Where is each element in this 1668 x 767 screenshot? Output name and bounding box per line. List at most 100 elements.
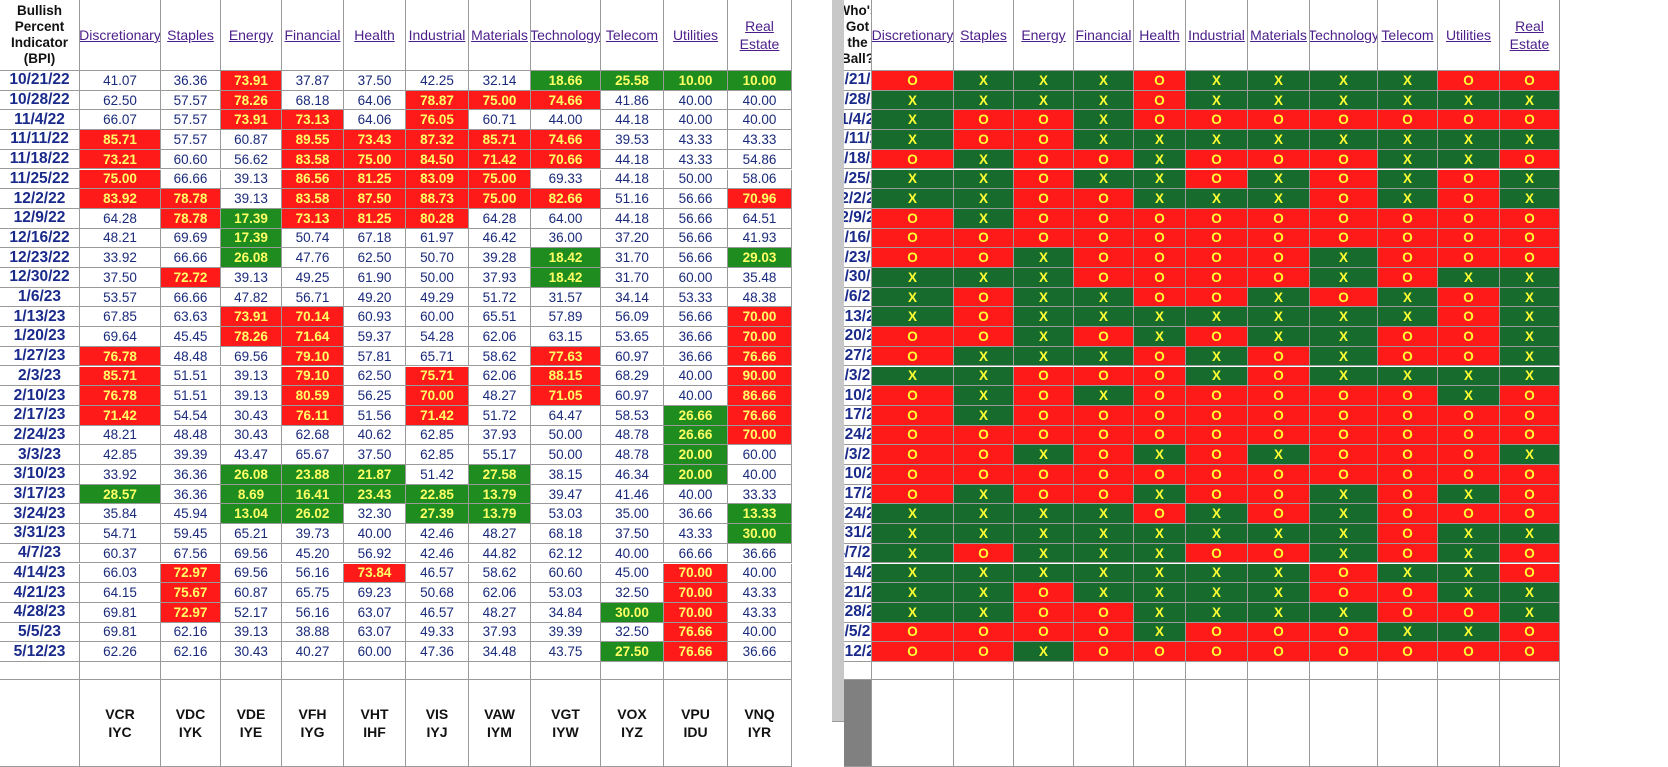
mark-o-cell[interactable]: O bbox=[872, 386, 954, 406]
bpi-value-cell[interactable]: 44.18 bbox=[601, 110, 664, 131]
row-date[interactable]: 5/12/23 bbox=[844, 642, 872, 662]
mark-o-cell[interactable]: O bbox=[1310, 386, 1378, 406]
bpi-value-cell[interactable]: 62.06 bbox=[469, 583, 531, 603]
bpi-value-cell[interactable]: 64.28 bbox=[469, 208, 531, 229]
bpi-value-cell[interactable]: 60.93 bbox=[344, 307, 406, 328]
mark-x-cell[interactable]: X bbox=[1014, 346, 1074, 367]
bpi-value-cell[interactable]: 63.15 bbox=[531, 327, 601, 347]
mark-o-cell[interactable]: O bbox=[1378, 484, 1438, 505]
bpi-value-cell[interactable]: 18.42 bbox=[531, 248, 601, 268]
bpi-value-cell[interactable]: 69.81 bbox=[80, 602, 161, 623]
bpi-value-cell[interactable]: 89.55 bbox=[282, 130, 344, 150]
bpi-value-cell[interactable]: 42.46 bbox=[406, 543, 469, 564]
mark-x-cell[interactable]: X bbox=[1500, 169, 1560, 190]
bpi-value-cell[interactable]: 39.13 bbox=[221, 622, 282, 643]
sector-header-link[interactable]: Technology bbox=[531, 0, 601, 71]
bpi-value-cell[interactable]: 83.09 bbox=[406, 169, 469, 190]
sector-header-link[interactable]: Telecom bbox=[601, 0, 664, 71]
row-date[interactable]: 11/25/22 bbox=[0, 169, 80, 190]
bpi-value-cell[interactable]: 51.42 bbox=[406, 465, 469, 485]
bpi-value-cell[interactable]: 42.46 bbox=[406, 524, 469, 544]
mark-x-cell[interactable]: X bbox=[872, 268, 954, 288]
mark-o-cell[interactable]: O bbox=[1500, 228, 1560, 249]
mark-o-cell[interactable]: O bbox=[1014, 622, 1074, 643]
mark-o-cell[interactable]: O bbox=[1500, 504, 1560, 525]
row-date[interactable]: 12/9/22 bbox=[844, 208, 872, 229]
bpi-value-cell[interactable]: 65.67 bbox=[282, 445, 344, 465]
bpi-value-cell[interactable]: 39.39 bbox=[531, 622, 601, 643]
bpi-value-cell[interactable]: 71.64 bbox=[282, 327, 344, 347]
mark-x-cell[interactable]: X bbox=[1310, 524, 1378, 544]
bpi-value-cell[interactable]: 60.87 bbox=[221, 130, 282, 150]
bpi-value-cell[interactable]: 57.57 bbox=[161, 110, 221, 131]
mark-o-cell[interactable]: O bbox=[1134, 465, 1186, 485]
row-date[interactable]: 11/11/22 bbox=[0, 130, 80, 150]
bpi-value-cell[interactable]: 83.92 bbox=[80, 189, 161, 209]
mark-o-cell[interactable]: O bbox=[1074, 622, 1134, 643]
mark-o-cell[interactable]: O bbox=[1378, 208, 1438, 229]
bpi-value-cell[interactable]: 48.21 bbox=[80, 228, 161, 249]
mark-o-cell[interactable]: O bbox=[1500, 248, 1560, 268]
bpi-value-cell[interactable]: 59.45 bbox=[161, 524, 221, 544]
row-date[interactable]: 5/5/23 bbox=[0, 622, 80, 643]
bpi-value-cell[interactable]: 48.27 bbox=[469, 524, 531, 544]
row-date[interactable]: 11/18/22 bbox=[844, 149, 872, 170]
mark-x-cell[interactable]: X bbox=[1134, 307, 1186, 328]
mark-x-cell[interactable]: X bbox=[1074, 524, 1134, 544]
mark-o-cell[interactable]: O bbox=[1378, 465, 1438, 485]
mark-o-cell[interactable]: O bbox=[872, 642, 954, 662]
mark-o-cell[interactable]: O bbox=[1134, 71, 1186, 91]
mark-o-cell[interactable]: O bbox=[1014, 465, 1074, 485]
bpi-value-cell[interactable]: 62.50 bbox=[80, 90, 161, 111]
mark-o-cell[interactable]: O bbox=[1500, 563, 1560, 584]
bpi-value-cell[interactable]: 62.12 bbox=[531, 543, 601, 564]
bpi-value-cell[interactable]: 62.06 bbox=[469, 327, 531, 347]
mark-o-cell[interactable]: O bbox=[1074, 465, 1134, 485]
mark-x-cell[interactable]: X bbox=[1134, 189, 1186, 209]
row-date[interactable]: 3/17/23 bbox=[0, 484, 80, 505]
mark-x-cell[interactable]: X bbox=[1014, 445, 1074, 465]
mark-o-cell[interactable]: O bbox=[1074, 228, 1134, 249]
mark-o-cell[interactable]: O bbox=[1310, 189, 1378, 209]
bpi-value-cell[interactable]: 36.66 bbox=[728, 543, 792, 564]
mark-x-cell[interactable]: X bbox=[1500, 130, 1560, 150]
mark-x-cell[interactable]: X bbox=[872, 110, 954, 131]
bpi-value-cell[interactable]: 40.00 bbox=[728, 465, 792, 485]
sector-header-link[interactable]: Staples bbox=[954, 0, 1014, 71]
row-date[interactable]: 12/16/22 bbox=[0, 228, 80, 249]
bpi-value-cell[interactable]: 76.05 bbox=[406, 110, 469, 131]
bpi-value-cell[interactable]: 60.97 bbox=[601, 346, 664, 367]
bpi-value-cell[interactable]: 31.70 bbox=[601, 248, 664, 268]
mark-o-cell[interactable]: O bbox=[1074, 445, 1134, 465]
bpi-value-cell[interactable]: 70.00 bbox=[728, 327, 792, 347]
mark-o-cell[interactable]: O bbox=[872, 445, 954, 465]
mark-x-cell[interactable]: X bbox=[1074, 583, 1134, 603]
mark-x-cell[interactable]: X bbox=[872, 366, 954, 387]
bpi-value-cell[interactable]: 32.30 bbox=[344, 504, 406, 525]
bpi-value-cell[interactable]: 66.07 bbox=[80, 110, 161, 131]
row-date[interactable]: 10/28/22 bbox=[0, 90, 80, 111]
bpi-value-cell[interactable]: 35.48 bbox=[728, 268, 792, 288]
row-date[interactable]: 5/5/23 bbox=[844, 622, 872, 643]
mark-o-cell[interactable]: O bbox=[1378, 642, 1438, 662]
mark-o-cell[interactable]: O bbox=[954, 445, 1014, 465]
mark-x-cell[interactable]: X bbox=[954, 484, 1014, 505]
row-date[interactable]: 11/25/22 bbox=[844, 169, 872, 190]
mark-x-cell[interactable]: X bbox=[954, 208, 1014, 229]
mark-x-cell[interactable]: X bbox=[954, 90, 1014, 111]
bpi-value-cell[interactable]: 56.66 bbox=[664, 189, 728, 209]
mark-o-cell[interactable]: O bbox=[1378, 425, 1438, 446]
bpi-value-cell[interactable]: 66.66 bbox=[161, 169, 221, 190]
bpi-value-cell[interactable]: 64.51 bbox=[728, 208, 792, 229]
bpi-value-cell[interactable]: 64.47 bbox=[531, 405, 601, 426]
bpi-value-cell[interactable]: 50.00 bbox=[531, 425, 601, 446]
mark-x-cell[interactable]: X bbox=[1500, 307, 1560, 328]
mark-o-cell[interactable]: O bbox=[1438, 208, 1500, 229]
bpi-value-cell[interactable]: 37.93 bbox=[469, 622, 531, 643]
row-date[interactable]: 1/20/23 bbox=[844, 327, 872, 347]
bpi-value-cell[interactable]: 64.06 bbox=[344, 110, 406, 131]
mark-o-cell[interactable]: O bbox=[1014, 208, 1074, 229]
mark-o-cell[interactable]: O bbox=[872, 425, 954, 446]
mark-o-cell[interactable]: O bbox=[1248, 543, 1310, 564]
mark-o-cell[interactable]: O bbox=[954, 327, 1014, 347]
